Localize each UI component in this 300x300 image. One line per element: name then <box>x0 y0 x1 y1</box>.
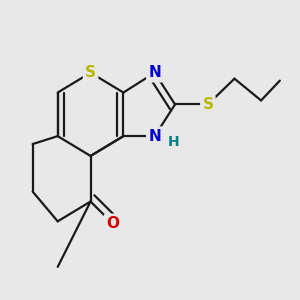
Text: S: S <box>85 65 96 80</box>
Text: S: S <box>202 97 213 112</box>
Text: N: N <box>148 129 161 144</box>
Text: O: O <box>106 216 119 231</box>
Text: H: H <box>168 135 179 149</box>
Text: N: N <box>148 65 161 80</box>
